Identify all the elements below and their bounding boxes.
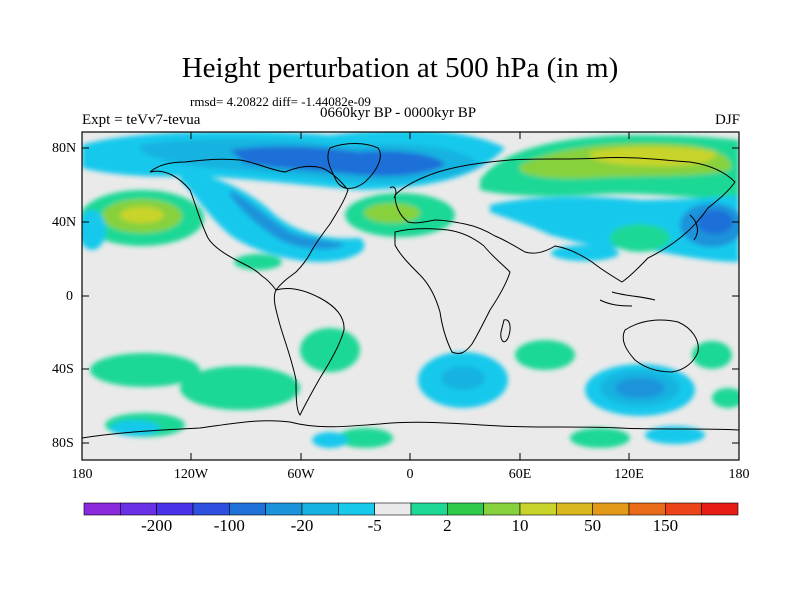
colorbar-label-2: -20 [290,516,314,535]
lon-label-60e: 60E [508,467,532,482]
colorbar-label-3: -5 [367,516,382,535]
contour-fields [82,132,739,448]
contour-neg-npacific-west [82,210,106,250]
contour-neg-antarctic-c [312,432,348,448]
period-label: 0660kyr BP - 0000kyr BP [320,105,477,121]
colorbar-swatch-12 [519,502,557,516]
contour-pos-southern-ocean-e [570,428,630,448]
colorbar-swatch-0 [83,502,121,516]
contour-pos-argentina [300,328,360,372]
lat-ticks [82,147,739,444]
contour-pos-southern-ocean-c [337,428,393,448]
contour-pos-caribbean [234,254,282,270]
colorbar-label-5: 10 [511,516,529,535]
lat-label-40n: 40N [52,215,77,230]
contour-neg-canada-arm [180,170,365,262]
colorbar-swatch-1 [120,502,157,516]
lat-label-80s: 80S [52,436,74,451]
colorbar [83,502,739,516]
coastline-north-america [149,158,349,291]
coastline-uk [389,186,397,199]
colorbar-label-0: -200 [141,516,173,535]
lon-label-120w: 120W [173,467,209,482]
coastline-indonesia [599,291,656,307]
colorbar-swatch-5 [265,502,303,516]
coastline-japan [689,214,698,241]
lon-label-0: 0 [406,467,414,482]
contour-pos-sw-south [712,388,739,408]
lon-label-60w: 60W [287,467,315,482]
contour-pos-sindian [515,340,575,370]
lon-label-180w: 180 [71,467,93,482]
contour-neg-npacific-east-deep [697,210,733,234]
coastline-madagascar [500,319,511,343]
lon-label-180e: 180 [728,467,750,482]
colorbar-swatch-10 [447,502,484,516]
colorbar-swatch-9 [410,502,448,516]
contour-neg-australia-south-core [615,378,665,398]
contour-neg-eurasia [490,195,739,262]
contour-pos-sepacific [180,366,300,410]
map-title: Height perturbation at 500 hPa (in m) [181,52,619,84]
coastline-australia [622,319,699,373]
experiment-label: Expt = teVv7-tevua [82,112,201,128]
lon-ticks [81,132,740,460]
contour-neg-antarctic-e [645,426,705,444]
colorbar-label-4: 2 [443,516,452,535]
contour-neg-canada-core [230,190,345,250]
lat-label-40s: 40S [52,362,74,377]
lat-label-80n: 80N [52,141,77,156]
contour-pos-natlantic-core [364,203,420,223]
colorbar-label-7: 150 [652,516,679,535]
coastline-africa [394,228,511,355]
colorbar-swatch-16 [665,502,702,516]
coastline-europe-asia [394,156,736,283]
colorbar-label-1: -100 [213,516,245,535]
contour-neg-greenland-core [230,146,445,176]
lat-label-0: 0 [66,289,73,304]
season-label: DJF [714,112,740,128]
colorbar-swatch-2 [156,502,194,516]
coastline-south-america [273,287,345,416]
coastline-greenland [327,143,381,189]
contour-pos-china [610,224,670,252]
colorbar-swatch-8 [374,502,412,516]
coastline-antarctica [82,420,739,439]
colorbar-swatch-17 [701,502,739,516]
contour-neg-antarctic-w [110,420,160,436]
contour-pos-npacific-core [120,207,164,223]
colorbar-swatch-3 [192,502,230,516]
colorbar-swatch-7 [338,502,375,516]
colorbar-swatch-15 [628,502,666,516]
colorbar-swatch-6 [301,502,339,516]
colorbar-swatch-13 [556,502,593,516]
colorbar-swatch-11 [483,502,521,516]
colorbar-swatch-4 [229,502,266,516]
colorbar-label-6: 50 [584,516,602,535]
contour-neg-satlantic-core [441,366,485,390]
lon-label-120e: 120E [614,467,644,482]
contour-pos-spacific [90,353,200,387]
contour-pos-tasman [692,341,732,369]
coastlines [82,143,739,439]
colorbar-swatch-14 [592,502,630,516]
rmsd-stat: rmsd= 4.20822 diff= -1.44082e-09 [190,94,371,109]
